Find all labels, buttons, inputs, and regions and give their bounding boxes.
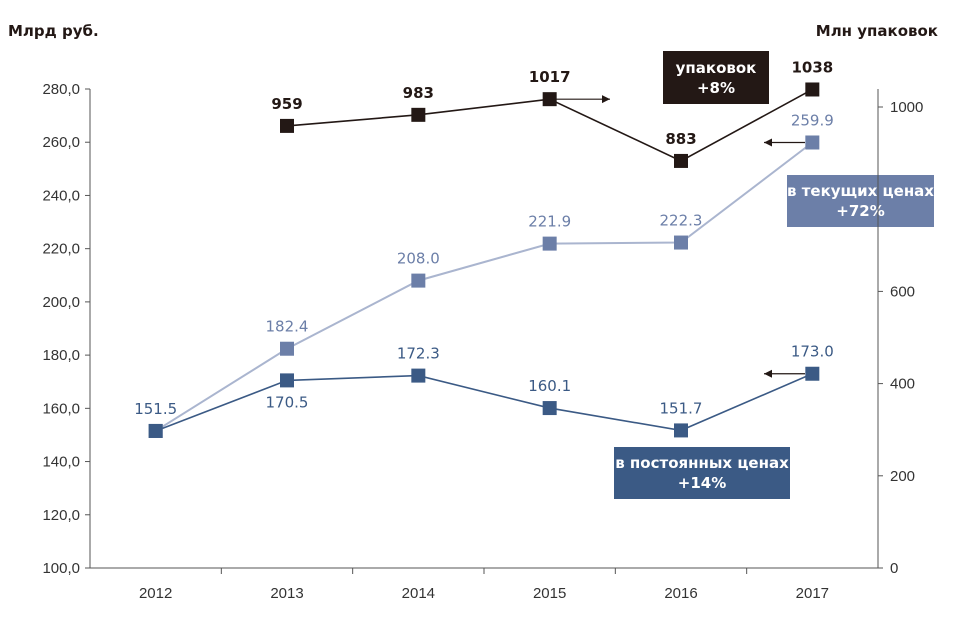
x-tick-label: 2012 bbox=[139, 585, 172, 602]
callout-current-prices: в текущих ценах +72% bbox=[787, 175, 934, 227]
marker-packages bbox=[805, 82, 820, 97]
data-label-current: 208.0 bbox=[397, 250, 440, 268]
marker-current bbox=[542, 236, 557, 251]
marker-constant bbox=[148, 423, 163, 438]
x-tick-label: 2016 bbox=[664, 585, 697, 602]
data-label-constant: 151.5 bbox=[134, 400, 177, 418]
data-label-packages: 983 bbox=[403, 84, 434, 102]
data-label-current: 182.4 bbox=[266, 318, 309, 336]
marker-constant bbox=[674, 423, 688, 438]
right-axis-title: Млн упаковок bbox=[815, 22, 938, 40]
data-label-current: 222.3 bbox=[660, 212, 703, 230]
left-tick-label: 200,0 bbox=[42, 294, 80, 311]
series-line-current bbox=[155, 141, 813, 432]
x-tick-label: 2013 bbox=[270, 585, 303, 602]
right-tick-label: 600 bbox=[890, 283, 915, 300]
x-tick-label: 2017 bbox=[796, 585, 829, 602]
marker-constant bbox=[280, 373, 294, 388]
data-label-current: 259.9 bbox=[791, 111, 834, 129]
data-label-packages: 1038 bbox=[791, 58, 833, 76]
callout-constant-line1: в постоянных ценах bbox=[615, 454, 789, 472]
left-tick-label: 160,0 bbox=[42, 400, 80, 417]
callout-packages: упаковок +8% bbox=[663, 51, 769, 104]
data-label-current: 221.9 bbox=[528, 213, 571, 231]
callout-packages-line1: упаковок bbox=[675, 58, 757, 77]
right-tick-label: 200 bbox=[890, 468, 915, 485]
marker-current bbox=[674, 235, 688, 250]
marker-current bbox=[280, 341, 294, 356]
marker-constant bbox=[411, 368, 426, 383]
right-tick-label: 0 bbox=[890, 560, 898, 577]
marker-constant bbox=[542, 401, 557, 416]
marker-current bbox=[411, 273, 426, 288]
marker-constant bbox=[805, 366, 820, 381]
left-tick-label: 240,0 bbox=[42, 187, 80, 204]
data-label-constant: 172.3 bbox=[397, 345, 440, 363]
arrow-current-head bbox=[764, 138, 772, 147]
data-label-constant: 151.7 bbox=[660, 399, 703, 417]
data-label-constant: 170.5 bbox=[266, 393, 309, 411]
marker-packages bbox=[280, 118, 294, 133]
marker-current bbox=[805, 135, 820, 150]
data-label-packages: 959 bbox=[271, 95, 302, 113]
callout-constant-line2: +14% bbox=[677, 474, 727, 492]
data-label-constant: 173.0 bbox=[791, 343, 834, 361]
left-tick-label: 280,0 bbox=[42, 81, 80, 98]
data-label-packages: 883 bbox=[665, 130, 696, 148]
marker-packages bbox=[542, 92, 557, 107]
data-label-packages: 1017 bbox=[529, 68, 571, 86]
callout-packages-line2: +8% bbox=[696, 78, 736, 97]
left-tick-label: 140,0 bbox=[42, 454, 80, 471]
marker-packages bbox=[411, 107, 426, 122]
marker-packages bbox=[674, 153, 688, 168]
left-tick-label: 220,0 bbox=[42, 241, 80, 258]
callout-current-line2: +72% bbox=[836, 202, 885, 220]
right-tick-label: 400 bbox=[890, 376, 915, 393]
data-label-constant: 160.1 bbox=[528, 377, 571, 395]
left-axis-title: Млрд руб. bbox=[8, 22, 99, 40]
callout-constant-prices: в постоянных ценах +14% bbox=[614, 447, 790, 499]
left-tick-label: 120,0 bbox=[42, 507, 80, 524]
callout-current-line1: в текущих ценах bbox=[787, 182, 934, 200]
series-line-constant bbox=[155, 373, 813, 432]
left-tick-label: 100,0 bbox=[42, 560, 80, 577]
arrow-constant-head bbox=[764, 369, 772, 378]
right-tick-label: 1000 bbox=[890, 99, 923, 116]
x-tick-label: 2014 bbox=[402, 585, 435, 602]
x-tick-label: 2015 bbox=[533, 585, 566, 602]
arrow-packages-head bbox=[602, 95, 610, 104]
left-tick-label: 260,0 bbox=[42, 134, 80, 151]
left-tick-label: 180,0 bbox=[42, 347, 80, 364]
